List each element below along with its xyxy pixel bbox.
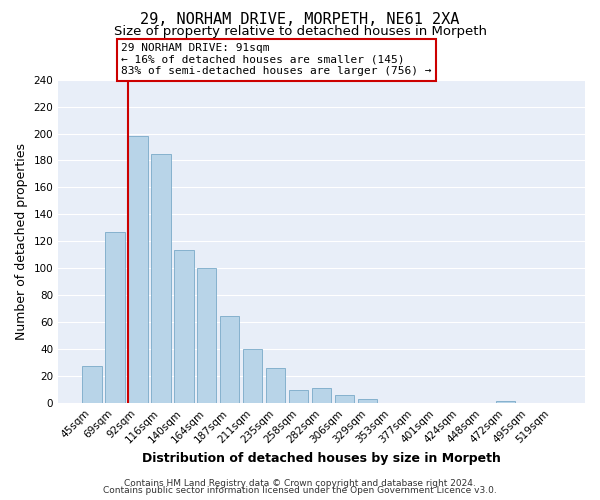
Text: 29 NORHAM DRIVE: 91sqm
← 16% of detached houses are smaller (145)
83% of semi-de: 29 NORHAM DRIVE: 91sqm ← 16% of detached… (121, 43, 432, 76)
Bar (496, 400, 515, 404)
Bar (243, 350, 262, 404)
Bar (151, 154, 170, 404)
Bar (220, 316, 239, 404)
Bar (335, 395, 355, 404)
Text: Size of property relative to detached houses in Morpeth: Size of property relative to detached ho… (113, 25, 487, 38)
Y-axis label: Number of detached properties: Number of detached properties (15, 143, 28, 340)
Bar (82, 366, 101, 404)
Bar (358, 400, 377, 404)
Text: 29, NORHAM DRIVE, MORPETH, NE61 2XA: 29, NORHAM DRIVE, MORPETH, NE61 2XA (140, 12, 460, 28)
Bar (312, 388, 331, 404)
Bar (174, 250, 194, 404)
Text: Contains public sector information licensed under the Open Government Licence v3: Contains public sector information licen… (103, 486, 497, 495)
Bar (289, 390, 308, 404)
Text: Contains HM Land Registry data © Crown copyright and database right 2024.: Contains HM Land Registry data © Crown c… (124, 478, 476, 488)
Bar (105, 232, 125, 404)
Bar (197, 268, 217, 404)
X-axis label: Distribution of detached houses by size in Morpeth: Distribution of detached houses by size … (142, 452, 501, 465)
Bar (128, 136, 148, 404)
Bar (266, 368, 286, 404)
